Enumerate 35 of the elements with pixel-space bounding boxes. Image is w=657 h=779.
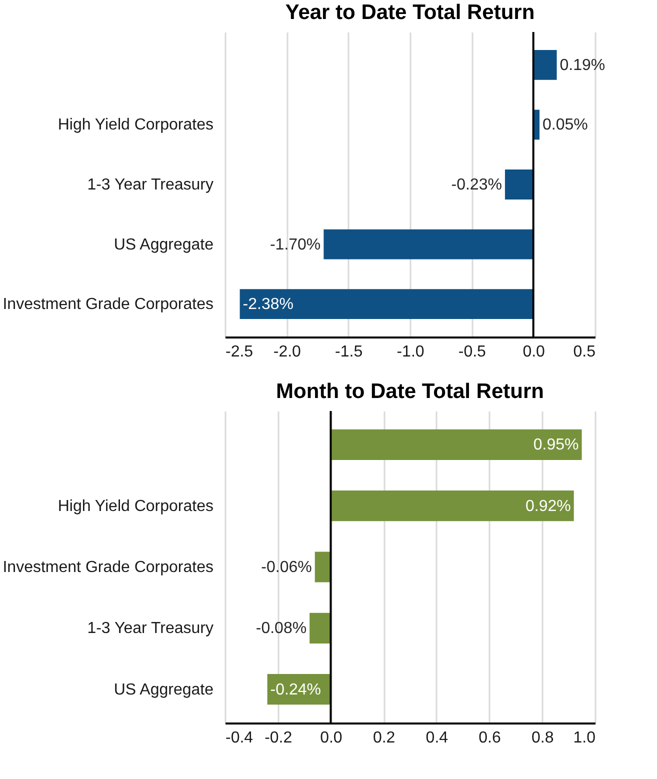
chart-title: Year to Date Total Return	[285, 1, 535, 24]
x-tick-label: 0.2	[372, 730, 396, 746]
data-label: -2.38%	[242, 296, 294, 314]
data-label: -0.23%	[451, 176, 502, 194]
x-tick-label: -1.5	[335, 344, 363, 360]
x-tick-label: 0.0	[522, 344, 546, 360]
y-tick-label: US Aggregate	[114, 681, 214, 698]
data-label: -0.08%	[256, 620, 307, 638]
y-tick-label: Investment Grade Corporates	[2, 559, 214, 576]
data-label: 0.92%	[525, 498, 571, 515]
x-tick-label: -2.5	[226, 344, 254, 360]
data-label: -0.06%	[261, 559, 312, 576]
x-tick-label: -1.0	[396, 344, 424, 360]
data-label: 0.95%	[533, 436, 579, 454]
y-tick-label: US Aggregate	[114, 236, 214, 254]
chart-title: Month to Date Total Return	[276, 380, 544, 403]
y-tick-label: 1-3 Year Treasury	[87, 620, 214, 638]
data-label: -1.70%	[270, 236, 321, 254]
y-tick-label: 1-3 Year Treasury	[87, 176, 214, 194]
x-tick-label: 1.0	[573, 730, 596, 746]
x-tick-label: 0.6	[478, 730, 502, 746]
x-tick-label: -2.0	[273, 344, 302, 360]
x-tick-label: -0.4	[226, 730, 254, 746]
y-tick-label: Investment Grade Corporates	[2, 296, 214, 314]
y-tick-label: High Yield Corporates	[58, 116, 214, 134]
data-label: -0.24%	[270, 681, 321, 698]
data-label: 0.05%	[542, 116, 588, 134]
y-tick-label: High Yield Corporates	[58, 498, 214, 515]
x-tick-label: 0.5	[573, 344, 596, 360]
x-tick-label: 0.4	[426, 730, 448, 746]
x-tick-label: -0.5	[458, 344, 486, 360]
data-label: 0.19%	[560, 56, 606, 74]
x-tick-label: 0.8	[532, 730, 554, 746]
x-tick-label: -0.2	[264, 730, 292, 746]
x-tick-label: 0.0	[320, 730, 342, 746]
